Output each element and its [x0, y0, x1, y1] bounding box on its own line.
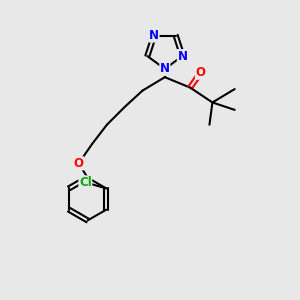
- Text: N: N: [177, 50, 188, 63]
- Text: N: N: [149, 29, 159, 42]
- Text: O: O: [196, 66, 206, 79]
- Text: O: O: [74, 157, 84, 170]
- Text: Cl: Cl: [79, 176, 92, 189]
- Text: N: N: [160, 62, 170, 75]
